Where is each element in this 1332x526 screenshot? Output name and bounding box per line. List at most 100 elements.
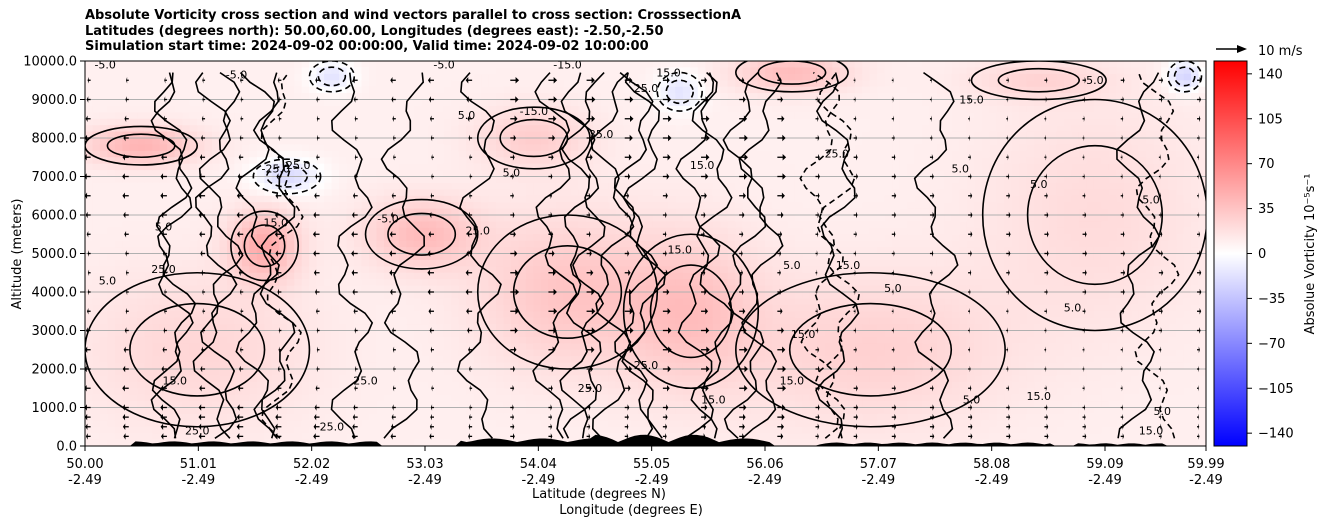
vorticity-cell [309, 413, 318, 421]
vorticity-cell [256, 61, 265, 69]
vorticity-cell [548, 240, 557, 248]
vorticity-cell [555, 259, 564, 267]
vorticity-cell [279, 259, 288, 267]
vorticity-cell [167, 208, 176, 216]
vorticity-cell [458, 426, 467, 434]
vorticity-cell [533, 182, 542, 190]
vorticity-cell [443, 330, 452, 338]
vorticity-cell [137, 349, 146, 357]
vorticity-cell [197, 105, 206, 113]
vorticity-cell [331, 247, 340, 255]
vorticity-cell [114, 80, 123, 88]
vorticity-cell [189, 227, 198, 235]
vorticity-cell [421, 394, 430, 402]
vorticity-cell [241, 298, 251, 306]
vorticity-cell [533, 272, 542, 280]
vorticity-cell [406, 369, 415, 377]
vorticity-cell [451, 259, 460, 267]
vorticity-cell [675, 285, 684, 293]
vorticity-cell [354, 144, 363, 152]
vorticity-cell [555, 61, 564, 69]
vorticity-cell [443, 99, 452, 107]
vorticity-cell [376, 182, 385, 190]
vorticity-cell [249, 131, 258, 139]
vorticity-cell [339, 362, 348, 370]
vorticity-cell [376, 401, 385, 409]
vorticity-cell [473, 163, 482, 171]
vorticity-cell [518, 189, 527, 197]
vorticity-cell [473, 324, 482, 332]
vorticity-cell [645, 285, 654, 293]
vorticity-cell [85, 144, 94, 152]
vorticity-cell [645, 189, 654, 197]
vorticity-cell [249, 86, 258, 94]
vorticity-cell [667, 401, 676, 409]
vorticity-cell [152, 150, 161, 158]
vorticity-cell [518, 80, 527, 88]
vorticity-cell [197, 292, 206, 300]
vorticity-cell [585, 150, 594, 158]
vorticity-cell [99, 266, 109, 274]
vorticity-cell [92, 279, 101, 287]
vorticity-cell [525, 343, 534, 351]
vorticity-cell [279, 93, 288, 101]
vorticity-cell [256, 227, 265, 235]
vorticity-cell [428, 420, 437, 428]
vorticity-cell [152, 381, 161, 389]
vorticity-cell [383, 150, 392, 158]
vorticity-cell [316, 336, 325, 344]
vorticity-cell [294, 381, 303, 389]
vorticity-cell [690, 227, 699, 235]
vorticity-cell [413, 234, 422, 242]
vorticity-cell [107, 150, 116, 158]
vorticity-cell [152, 61, 161, 69]
vorticity-cell [122, 420, 131, 428]
vorticity-cell [114, 433, 123, 441]
vorticity-cell [122, 388, 131, 396]
vorticity-cell [182, 61, 191, 69]
vorticity-cell [99, 67, 109, 75]
vorticity-cell [361, 343, 370, 351]
vorticity-cell [585, 336, 594, 344]
vorticity-cell [436, 208, 445, 216]
vorticity-cell [249, 67, 258, 75]
vorticity-cell [608, 259, 617, 267]
vorticity-cell [152, 234, 161, 242]
vorticity-cell [189, 105, 198, 113]
vorticity-cell [690, 253, 699, 261]
vorticity-cell [570, 195, 579, 203]
vorticity-cell [548, 407, 557, 415]
vorticity-cell [264, 266, 273, 274]
vorticity-cell [212, 73, 221, 81]
vorticity-cell [167, 112, 176, 120]
vorticity-cell [324, 93, 333, 101]
vorticity-cell [413, 375, 422, 383]
vorticity-cell [451, 413, 460, 421]
vorticity-cell [85, 279, 94, 287]
vorticity-cell [309, 99, 318, 107]
vorticity-cell [540, 67, 549, 75]
vorticity-cell [593, 253, 602, 261]
vorticity-cell [324, 369, 333, 377]
vorticity-cell [159, 304, 168, 312]
vorticity-cell [234, 420, 243, 428]
vorticity-cell [503, 67, 512, 75]
vorticity-cell [697, 304, 706, 312]
vorticity-cell [376, 157, 385, 165]
vorticity-cell [488, 336, 497, 344]
vorticity-cell [144, 311, 153, 319]
vorticity-cell [458, 420, 467, 428]
vorticity-cell [204, 80, 213, 88]
vorticity-cell [690, 279, 699, 287]
vorticity-cell [675, 221, 684, 229]
vorticity-cell [174, 131, 183, 139]
vorticity-cell [518, 234, 527, 242]
vorticity-cell [264, 420, 273, 428]
vorticity-cell [383, 420, 392, 428]
vorticity-cell [608, 125, 617, 133]
vorticity-cell [354, 150, 363, 158]
vorticity-cell [570, 394, 579, 402]
vorticity-cell [436, 298, 445, 306]
vorticity-cell [638, 285, 647, 293]
vorticity-cell [249, 163, 258, 171]
